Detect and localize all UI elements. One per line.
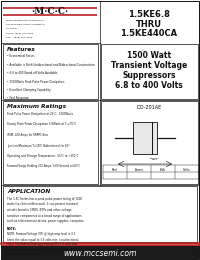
Text: • Fast Response: • Fast Response	[7, 96, 29, 101]
Text: Suppressors: Suppressors	[122, 71, 176, 80]
Text: Operating and Storage Temperature: -55°C to +150°C: Operating and Storage Temperature: -55°C…	[7, 154, 78, 158]
Text: Transient Voltage: Transient Voltage	[111, 61, 187, 70]
Text: Fax:    (818) 701-4939: Fax: (818) 701-4939	[6, 36, 32, 37]
Text: DO-201AE: DO-201AE	[136, 105, 162, 110]
Text: www.mccsemi.com: www.mccsemi.com	[63, 250, 137, 258]
Bar	[3, 101, 98, 184]
Text: only). For Bidirectional type having VF>3.0 volts add: only). For Bidirectional type having VF>…	[7, 243, 77, 246]
Text: Suffix: Suffix	[183, 168, 191, 172]
Text: Steady State Power Dissipation 5.0Watts at T₁=75°C: Steady State Power Dissipation 5.0Watts …	[7, 122, 76, 127]
Text: Bidirectional part number.: Bidirectional part number.	[7, 252, 42, 257]
Text: order. Max 30 leakage current is obtained. For: order. Max 30 leakage current is obtaine…	[7, 248, 68, 251]
Text: IFSM: 200 Amps for VRRM, 8ms: IFSM: 200 Amps for VRRM, 8ms	[7, 133, 48, 137]
Text: such as telecommunications, power supplies, computer,: such as telecommunications, power suppli…	[7, 219, 84, 223]
Bar	[101, 44, 198, 99]
Text: Maximum Ratings: Maximum Ratings	[7, 104, 66, 109]
Text: Reel: Reel	[112, 168, 118, 172]
Text: 20736 Marilla Street Chatsworth: 20736 Marilla Street Chatsworth	[6, 24, 45, 25]
Text: NOTE: Forward Voltage (VF) @ high amp level is 3.3: NOTE: Forward Voltage (VF) @ high amp le…	[7, 232, 75, 237]
Text: Junction/Maximum T=150° Bidirectional for 60°: Junction/Maximum T=150° Bidirectional fo…	[7, 144, 70, 147]
Text: Peak Pulse Power Dissipation at 25°C:  1500Watts: Peak Pulse Power Dissipation at 25°C: 15…	[7, 112, 73, 116]
Bar	[133, 122, 157, 154]
Text: 1.5KE6.8: 1.5KE6.8	[128, 10, 170, 19]
Text: 1500 Watt: 1500 Watt	[127, 51, 171, 60]
Text: Bulk: Bulk	[160, 168, 166, 172]
Text: APPLICATION: APPLICATION	[7, 189, 50, 194]
Text: • 6.8 to 400 Stand-off Volts Available: • 6.8 to 400 Stand-off Volts Available	[7, 71, 57, 75]
Text: CA 91311: CA 91311	[6, 28, 18, 29]
Text: circuits found in CMOS, BTPs and other voltage: circuits found in CMOS, BTPs and other v…	[7, 208, 72, 212]
Text: • Available in Both Unidirectional and Bidirectional Construction: • Available in Both Unidirectional and B…	[7, 62, 95, 67]
Text: THRU: THRU	[136, 20, 162, 29]
Text: The 1.5C Series has a peak pulse power rating of 1500: The 1.5C Series has a peak pulse power r…	[7, 197, 82, 201]
Text: Cathode
Band: Cathode Band	[150, 158, 160, 160]
Text: Forward Surge Holding 200 Amps, 1/60 Second at 60°C: Forward Surge Holding 200 Amps, 1/60 Sec…	[7, 165, 80, 168]
Text: Features: Features	[7, 47, 36, 52]
Text: watts (tp=1ms millisecond). It can protect transient: watts (tp=1ms millisecond). It can prote…	[7, 203, 78, 206]
Text: sensitive components at a broad range of applications: sensitive components at a broad range of…	[7, 213, 82, 218]
Text: Phone: (818) 701-4933: Phone: (818) 701-4933	[6, 32, 33, 34]
Text: NOTE:: NOTE:	[7, 228, 17, 231]
Bar	[3, 186, 197, 242]
Text: times the value equal to 3.5 volts min. (unidirectional: times the value equal to 3.5 volts min. …	[7, 237, 78, 242]
Text: • 1500Watts Peak Pulse Power Dissipation: • 1500Watts Peak Pulse Power Dissipation	[7, 80, 64, 83]
Text: ·M·C·C·: ·M·C·C·	[31, 8, 69, 16]
Text: 1.5KE440CA: 1.5KE440CA	[120, 29, 178, 38]
Bar	[3, 44, 98, 99]
Text: • Economical Series: • Economical Series	[7, 54, 35, 58]
Text: Ammo: Ammo	[134, 168, 144, 172]
Text: • Excellent Clamping Capability: • Excellent Clamping Capability	[7, 88, 51, 92]
Text: Micro Commercial Components: Micro Commercial Components	[6, 20, 44, 21]
Bar	[101, 101, 198, 184]
Text: 6.8 to 400 Volts: 6.8 to 400 Volts	[115, 81, 183, 90]
Bar	[1, 246, 199, 260]
